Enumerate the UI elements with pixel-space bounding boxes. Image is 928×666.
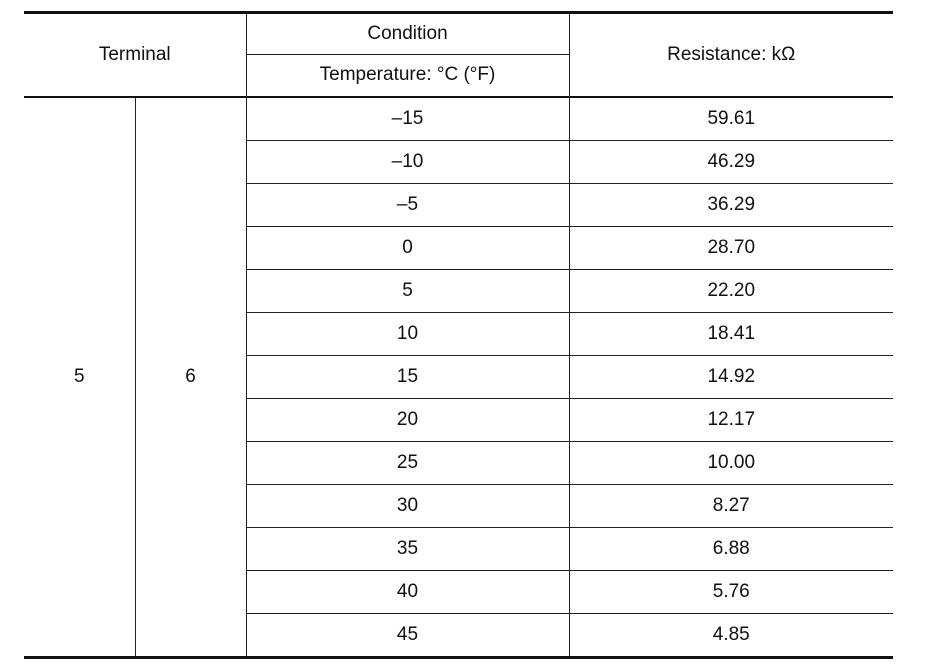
terminal-negative-cell: 6 xyxy=(134,96,246,659)
resistance-cell: 8.27 xyxy=(568,483,893,528)
table-row: 5 6 –15 59.61 xyxy=(24,96,893,659)
resistance-cell: 4.85 xyxy=(568,612,893,659)
table-row: 35 6.88 xyxy=(24,526,893,571)
resistance-cell: 28.70 xyxy=(568,225,893,270)
temperature-header: Temperature: °C (°F) xyxy=(245,54,569,98)
table-row: 45 4.85 xyxy=(24,612,893,659)
resistance-cell: 14.92 xyxy=(568,354,893,399)
resistance-cell: 46.29 xyxy=(568,139,893,184)
temperature-cell: –5 xyxy=(245,182,569,227)
resistance-header: Resistance: kΩ xyxy=(568,11,893,98)
resistance-cell: 36.29 xyxy=(568,182,893,227)
temperature-cell: 30 xyxy=(245,483,569,528)
temperature-cell: 40 xyxy=(245,569,569,614)
temperature-cell: 0 xyxy=(245,225,569,270)
temperature-cell: 20 xyxy=(245,397,569,442)
table-row: 5 22.20 xyxy=(24,268,893,313)
table-row: 0 28.70 xyxy=(24,225,893,270)
resistance-cell: 6.88 xyxy=(568,526,893,571)
temperature-cell: –15 xyxy=(245,96,569,141)
resistance-cell: 12.17 xyxy=(568,397,893,442)
temperature-cell: 10 xyxy=(245,311,569,356)
resistance-cell: 18.41 xyxy=(568,311,893,356)
table-header: Terminal Condition Resistance: kΩ Temper… xyxy=(24,11,893,98)
table-row: 10 18.41 xyxy=(24,311,893,356)
table-row: 20 12.17 xyxy=(24,397,893,442)
table-body: 5 6 –15 59.61 –10 46.29 –5 36.29 0 28.70… xyxy=(24,96,893,659)
resistance-cell: 22.20 xyxy=(568,268,893,313)
resistance-cell: 59.61 xyxy=(568,96,893,141)
resistance-cell: 10.00 xyxy=(568,440,893,485)
temperature-cell: 5 xyxy=(245,268,569,313)
condition-header: Condition xyxy=(245,11,569,55)
table-row: 40 5.76 xyxy=(24,569,893,614)
terminal-positive-cell: 5 xyxy=(24,96,135,659)
temperature-cell: 35 xyxy=(245,526,569,571)
temperature-cell: 25 xyxy=(245,440,569,485)
terminal-header: Terminal xyxy=(24,11,246,98)
table-row: 25 10.00 xyxy=(24,440,893,485)
table-row: 30 8.27 xyxy=(24,483,893,528)
temperature-cell: 15 xyxy=(245,354,569,399)
temperature-cell: 45 xyxy=(245,612,569,659)
resistance-spec-table: Terminal Condition Resistance: kΩ Temper… xyxy=(24,11,893,659)
temperature-cell: –10 xyxy=(245,139,569,184)
resistance-cell: 5.76 xyxy=(568,569,893,614)
table-row: –10 46.29 xyxy=(24,139,893,184)
